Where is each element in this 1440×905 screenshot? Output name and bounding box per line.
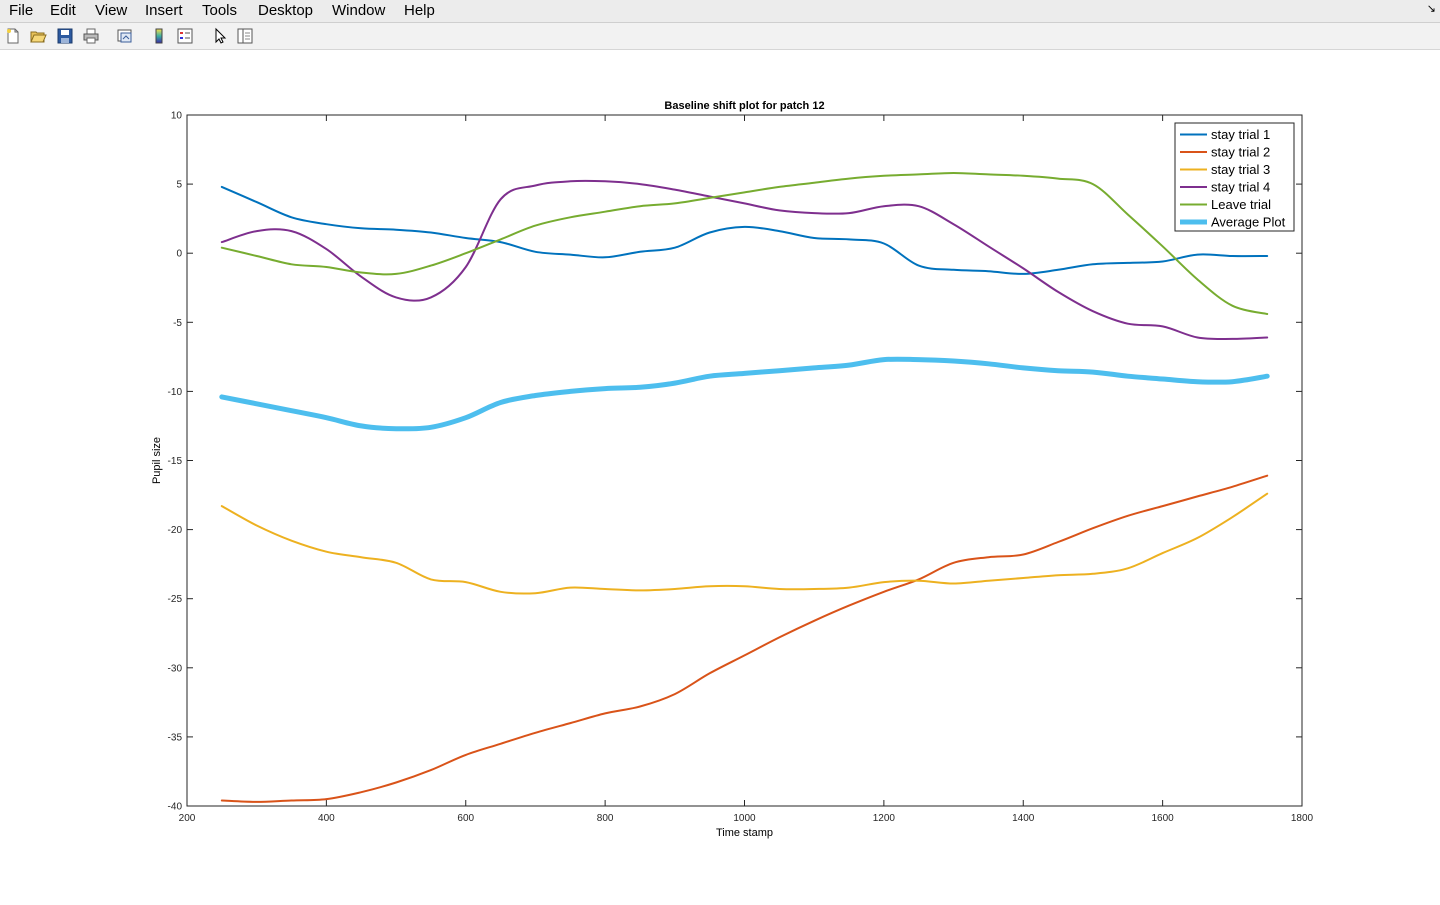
y-tick-label: -10 bbox=[168, 387, 183, 398]
legend-label-stay-trial-3: stay trial 3 bbox=[1211, 162, 1270, 177]
series-line-stay-trial-2 bbox=[220, 474, 1269, 803]
y-tick-label: -40 bbox=[168, 802, 183, 813]
y-axis-label: Pupil size bbox=[151, 437, 163, 484]
export-icon[interactable] bbox=[116, 27, 134, 45]
legend[interactable]: stay trial 1 stay trial 2 stay trial 3 stay… bbox=[1174, 122, 1295, 232]
series-line-stay-trial-4 bbox=[220, 179, 1269, 341]
y-tick-label: -25 bbox=[168, 594, 183, 605]
menu-edit[interactable]: Edit bbox=[50, 2, 76, 19]
x-tick-label: 1800 bbox=[1291, 813, 1314, 824]
print-icon[interactable] bbox=[82, 27, 100, 45]
y-tick-label: 10 bbox=[171, 111, 183, 122]
dock-arrow-icon[interactable]: ↘ bbox=[1426, 3, 1436, 15]
pointer-icon[interactable] bbox=[211, 27, 229, 45]
legend-label-stay-trial-2: stay trial 2 bbox=[1211, 145, 1270, 160]
y-tick-label: -30 bbox=[168, 663, 183, 674]
series-line-leave-trial bbox=[220, 172, 1269, 315]
figure-canvas: Baseline shift plot for patch 12 Time st… bbox=[0, 50, 1440, 900]
series-lines bbox=[219, 172, 1270, 803]
menu-desktop[interactable]: Desktop bbox=[258, 2, 314, 19]
series-line-stay-trial-3 bbox=[220, 492, 1269, 595]
y-tick-label: 0 bbox=[176, 249, 182, 260]
colorbar-icon[interactable] bbox=[150, 27, 168, 45]
save-icon[interactable] bbox=[56, 27, 74, 45]
x-tick-label: 800 bbox=[597, 813, 614, 824]
line-chart[interactable]: Baseline shift plot for patch 12 Time st… bbox=[0, 50, 1440, 900]
y-tick-label: -5 bbox=[173, 318, 182, 329]
legend-label-leave-trial: Leave trial bbox=[1211, 197, 1271, 212]
x-tick-label: 1200 bbox=[873, 813, 896, 824]
x-tick-label: 600 bbox=[457, 813, 474, 824]
y-tick-label: 5 bbox=[176, 180, 182, 191]
y-tick-label: -15 bbox=[168, 456, 183, 467]
menu-bar: File Edit View Insert Tools Desktop Wind… bbox=[0, 0, 1440, 23]
open-file-icon[interactable] bbox=[29, 27, 47, 45]
x-tick-label: 1000 bbox=[733, 813, 756, 824]
x-axis-label: Time stamp bbox=[716, 827, 773, 839]
x-tick-label: 200 bbox=[179, 813, 196, 824]
axes-box bbox=[186, 114, 1303, 807]
chart-title: Baseline shift plot for patch 12 bbox=[664, 100, 824, 112]
x-tick-label: 1600 bbox=[1152, 813, 1175, 824]
legend-label-average-plot: Average Plot bbox=[1211, 215, 1286, 230]
x-tick-label: 400 bbox=[318, 813, 335, 824]
menu-insert[interactable]: Insert bbox=[145, 2, 183, 19]
property-editor-icon[interactable] bbox=[236, 27, 254, 45]
series-line-stay-trial-1 bbox=[220, 185, 1269, 275]
axis-ticks: 200 400 600 800 1000 1200 1400 1600 1800 -40 -35 -3… bbox=[168, 111, 1314, 825]
new-figure-icon[interactable] bbox=[4, 27, 22, 45]
menu-window[interactable]: Window bbox=[332, 2, 386, 19]
menu-help[interactable]: Help bbox=[404, 2, 435, 19]
legend-label-stay-trial-1: stay trial 1 bbox=[1211, 127, 1270, 142]
legend-label-stay-trial-4: stay trial 4 bbox=[1211, 180, 1270, 195]
figure-toolbar bbox=[0, 23, 1440, 50]
x-tick-label: 1400 bbox=[1012, 813, 1035, 824]
menu-file[interactable]: File bbox=[9, 2, 34, 19]
menu-view[interactable]: View bbox=[95, 2, 128, 19]
menu-tools[interactable]: Tools bbox=[202, 2, 238, 19]
y-tick-label: -35 bbox=[168, 732, 183, 743]
series-line-average-plot bbox=[219, 356, 1270, 432]
y-tick-label: -20 bbox=[168, 525, 183, 536]
legend-box bbox=[1174, 122, 1295, 232]
legend-icon[interactable] bbox=[176, 27, 194, 45]
